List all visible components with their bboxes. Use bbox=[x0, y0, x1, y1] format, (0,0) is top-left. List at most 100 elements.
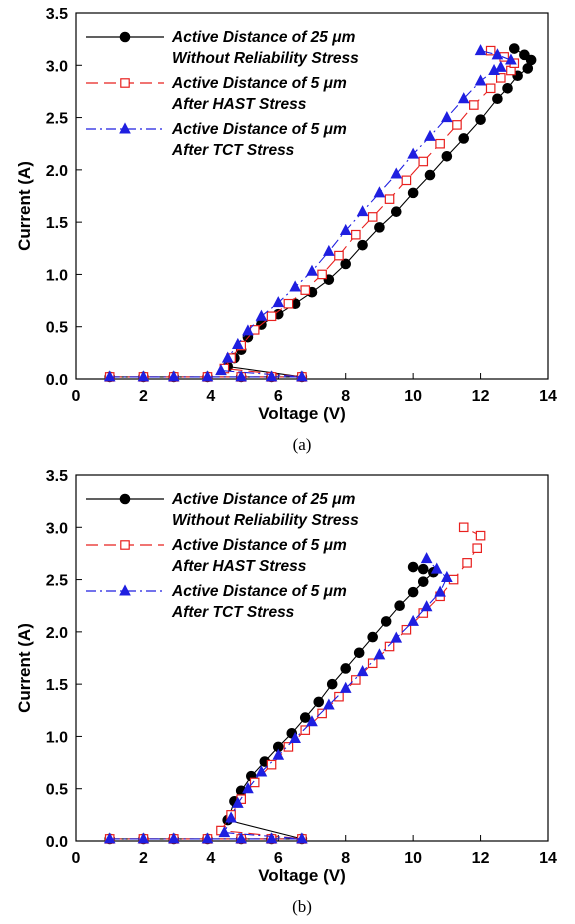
series-2-point bbox=[505, 53, 517, 65]
series-0-point bbox=[340, 258, 352, 270]
series-2-point bbox=[434, 585, 446, 597]
series-0-point bbox=[340, 663, 352, 674]
series-2-point bbox=[232, 337, 244, 349]
series-0-point bbox=[492, 93, 503, 105]
series-2-point bbox=[339, 223, 352, 236]
figure-caption: (a) bbox=[293, 435, 312, 454]
legend-label-2-0: Active Distance of 5 μm bbox=[171, 583, 347, 600]
x-tick-label: 14 bbox=[539, 388, 557, 405]
series-2-point bbox=[201, 832, 214, 844]
series-0-point bbox=[407, 187, 419, 199]
y-tick-label: 3.0 bbox=[46, 58, 68, 75]
series-2-point bbox=[272, 748, 285, 760]
series-1-point bbox=[384, 194, 395, 204]
series-0-point bbox=[390, 206, 402, 217]
series-1-point bbox=[367, 212, 378, 222]
series-2-point bbox=[420, 600, 433, 612]
series-1-point bbox=[458, 522, 469, 533]
legend-marker-2 bbox=[119, 122, 131, 134]
series-1-point bbox=[317, 708, 327, 719]
legend-label-2-0: Active Distance of 5 μm bbox=[171, 121, 347, 138]
legend-entry-0: Active Distance of 25 μm Without Reliabil… bbox=[86, 491, 359, 529]
series-2-point bbox=[137, 370, 150, 382]
series-0-point bbox=[353, 647, 365, 659]
series-0-point bbox=[299, 712, 311, 723]
series-0-point bbox=[508, 43, 520, 54]
y-tick-label: 3.5 bbox=[46, 468, 68, 485]
series-0-point bbox=[441, 150, 453, 162]
series-2-point bbox=[407, 147, 419, 159]
x-tick-label: 6 bbox=[274, 850, 283, 867]
series-2-point bbox=[339, 681, 352, 693]
series-0 bbox=[104, 43, 537, 383]
series-1-point bbox=[472, 543, 482, 553]
legend-marker-1 bbox=[120, 78, 130, 88]
x-tick-label: 2 bbox=[139, 388, 148, 405]
series-1-point bbox=[249, 777, 260, 788]
series-1-point bbox=[485, 83, 496, 94]
series-2-point bbox=[242, 782, 254, 794]
series-2-line bbox=[109, 50, 513, 378]
series-2-point bbox=[407, 614, 419, 626]
x-tick-label: 14 bbox=[539, 850, 557, 867]
series-1-line bbox=[109, 50, 516, 378]
y-tick-label: 2.5 bbox=[46, 573, 68, 590]
x-tick-label: 0 bbox=[72, 388, 81, 405]
series-2 bbox=[103, 44, 517, 382]
series-2-point bbox=[289, 731, 301, 744]
series-2-point bbox=[201, 370, 214, 382]
series-2-point bbox=[255, 765, 268, 777]
y-tick-label: 0.0 bbox=[46, 372, 68, 389]
series-2-point bbox=[137, 832, 150, 844]
series-0-point bbox=[374, 222, 385, 233]
y-tick-label: 2.0 bbox=[46, 625, 68, 642]
legend-label-1-1: After HAST Stress bbox=[171, 558, 307, 575]
legend-label-2-1: After TCT Stress bbox=[171, 142, 295, 159]
series-1-point bbox=[266, 311, 277, 322]
y-tick-label: 1.5 bbox=[46, 215, 68, 232]
chart-a: 0 2 4 6 8 10 12 14 0.0 0.5 1.0 1.5 2.0 2.5 3.0 3.5 Volta… bbox=[15, 6, 557, 454]
x-tick-label: 4 bbox=[206, 850, 215, 867]
legend-label-0-1: Without Reliability Stress bbox=[172, 512, 359, 529]
series-1-point bbox=[334, 691, 344, 702]
series-2-point bbox=[356, 205, 369, 217]
series-2-point bbox=[296, 370, 308, 382]
series-2-point bbox=[167, 832, 180, 844]
series-1 bbox=[104, 45, 520, 382]
series-2-line bbox=[109, 558, 448, 840]
series-2-point bbox=[296, 832, 308, 844]
series-2-point bbox=[373, 648, 386, 660]
series-2-point bbox=[424, 129, 436, 141]
legend-entry-1: Active Distance of 5 μm After HAST Stress bbox=[86, 75, 347, 113]
chart-b: 0 2 4 6 8 10 12 14 0.0 0.5 1.0 1.5 2.0 2.5 3.0 3.5 Volta… bbox=[15, 468, 557, 916]
series-1-point bbox=[367, 658, 378, 669]
series-2-point bbox=[235, 370, 248, 382]
series-1-point bbox=[266, 759, 277, 770]
x-tick-label: 2 bbox=[139, 850, 148, 867]
legend-entry-2: Active Distance of 5 μm After TCT Stress bbox=[86, 583, 347, 621]
series-1-point bbox=[334, 250, 344, 261]
series-1-point bbox=[351, 229, 361, 240]
x-tick-label: 4 bbox=[206, 388, 215, 405]
y-tick-label: 0.5 bbox=[46, 320, 68, 337]
legend-label-0-0: Active Distance of 25 μm bbox=[171, 491, 356, 508]
legend-marker-0 bbox=[119, 493, 131, 505]
series-1-point bbox=[283, 742, 294, 752]
legend-label-2-1: After TCT Stress bbox=[171, 604, 295, 621]
x-tick-label: 10 bbox=[404, 388, 422, 405]
legend-entry-0: Active Distance of 25 μm Without Reliabil… bbox=[86, 29, 359, 67]
series-2 bbox=[103, 552, 453, 844]
series-1-point bbox=[462, 558, 472, 568]
series-2-point bbox=[215, 364, 227, 376]
series-2-point bbox=[430, 562, 443, 574]
legend-label-0-0: Active Distance of 25 μm bbox=[171, 29, 356, 46]
series-2-point bbox=[306, 264, 318, 276]
x-tick-label: 8 bbox=[341, 388, 350, 405]
plot-frame bbox=[75, 474, 549, 842]
series-0-point bbox=[458, 133, 470, 144]
series-2-point bbox=[494, 60, 507, 72]
series-2-point bbox=[306, 715, 318, 727]
y-tick-label: 0.0 bbox=[46, 834, 68, 851]
series-2-point bbox=[265, 832, 278, 844]
legend-marker-0 bbox=[119, 31, 131, 43]
